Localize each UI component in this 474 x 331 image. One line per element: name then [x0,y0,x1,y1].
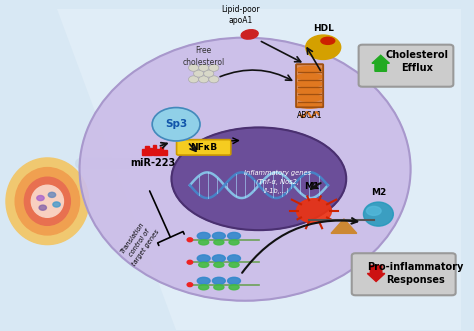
Ellipse shape [6,158,89,245]
Ellipse shape [80,38,410,301]
Circle shape [193,70,204,77]
Ellipse shape [212,232,225,239]
Text: Translation
control of
target genes: Translation control of target genes [118,219,161,267]
Ellipse shape [297,102,322,108]
Ellipse shape [321,37,335,44]
Circle shape [187,260,192,264]
Text: Inflammatory genes
(Tnf-α, Nos2,
Il-1b,...): Inflammatory genes (Tnf-α, Nos2, Il-1b,.… [244,170,311,194]
Ellipse shape [241,30,258,39]
Circle shape [189,64,199,71]
Text: Lipid-poor
apoA1: Lipid-poor apoA1 [221,5,260,25]
Bar [156,149,160,155]
Ellipse shape [197,232,210,239]
Ellipse shape [15,167,80,235]
FancyArrow shape [367,265,385,281]
Ellipse shape [229,285,239,290]
Text: ABCA1: ABCA1 [297,112,322,120]
Bar [164,150,167,155]
Circle shape [39,205,46,210]
Ellipse shape [228,232,240,239]
Ellipse shape [229,262,239,267]
Text: HDL: HDL [313,24,334,33]
Bar [160,147,163,155]
Ellipse shape [212,277,225,284]
Ellipse shape [199,262,209,267]
Circle shape [306,35,341,60]
Text: M2: M2 [371,188,386,197]
Ellipse shape [297,81,322,87]
FancyBboxPatch shape [359,45,453,87]
Circle shape [297,199,331,223]
Ellipse shape [212,255,225,262]
Circle shape [199,64,209,71]
Ellipse shape [172,127,346,230]
Circle shape [187,283,192,287]
Ellipse shape [228,277,240,284]
FancyArrow shape [372,55,390,71]
Ellipse shape [199,240,209,245]
Circle shape [209,76,219,83]
Circle shape [187,238,192,242]
Bar [153,145,156,155]
Ellipse shape [364,202,393,226]
Bar [146,146,148,155]
Ellipse shape [297,73,322,80]
Circle shape [37,196,44,201]
Ellipse shape [214,285,224,290]
Ellipse shape [214,262,224,267]
FancyBboxPatch shape [296,64,323,107]
Ellipse shape [229,240,239,245]
Circle shape [152,108,200,141]
Ellipse shape [199,285,209,290]
Text: M1: M1 [304,182,319,191]
Circle shape [199,76,209,83]
Text: Cholesterol
Efflux: Cholesterol Efflux [386,51,449,73]
Text: NFκB: NFκB [190,143,217,152]
Ellipse shape [24,177,70,225]
Bar [142,149,145,155]
Ellipse shape [214,240,224,245]
Ellipse shape [228,255,240,262]
Circle shape [189,76,199,83]
Circle shape [53,202,60,207]
Ellipse shape [197,255,210,262]
Bar [149,148,152,155]
Ellipse shape [31,185,64,217]
Polygon shape [56,9,461,330]
Ellipse shape [197,277,210,284]
Circle shape [209,64,219,71]
Circle shape [48,192,55,197]
Ellipse shape [297,88,322,94]
Text: Free
cholesterol: Free cholesterol [182,46,225,67]
FancyBboxPatch shape [176,140,231,155]
Text: Pro-inflammatory
Responses: Pro-inflammatory Responses [367,262,464,285]
Ellipse shape [297,95,322,101]
Ellipse shape [366,207,381,215]
Ellipse shape [297,67,322,73]
Text: Sp3: Sp3 [165,119,187,129]
Polygon shape [331,219,357,233]
Circle shape [204,70,214,77]
FancyBboxPatch shape [352,253,456,295]
Text: miR-223: miR-223 [130,158,176,168]
